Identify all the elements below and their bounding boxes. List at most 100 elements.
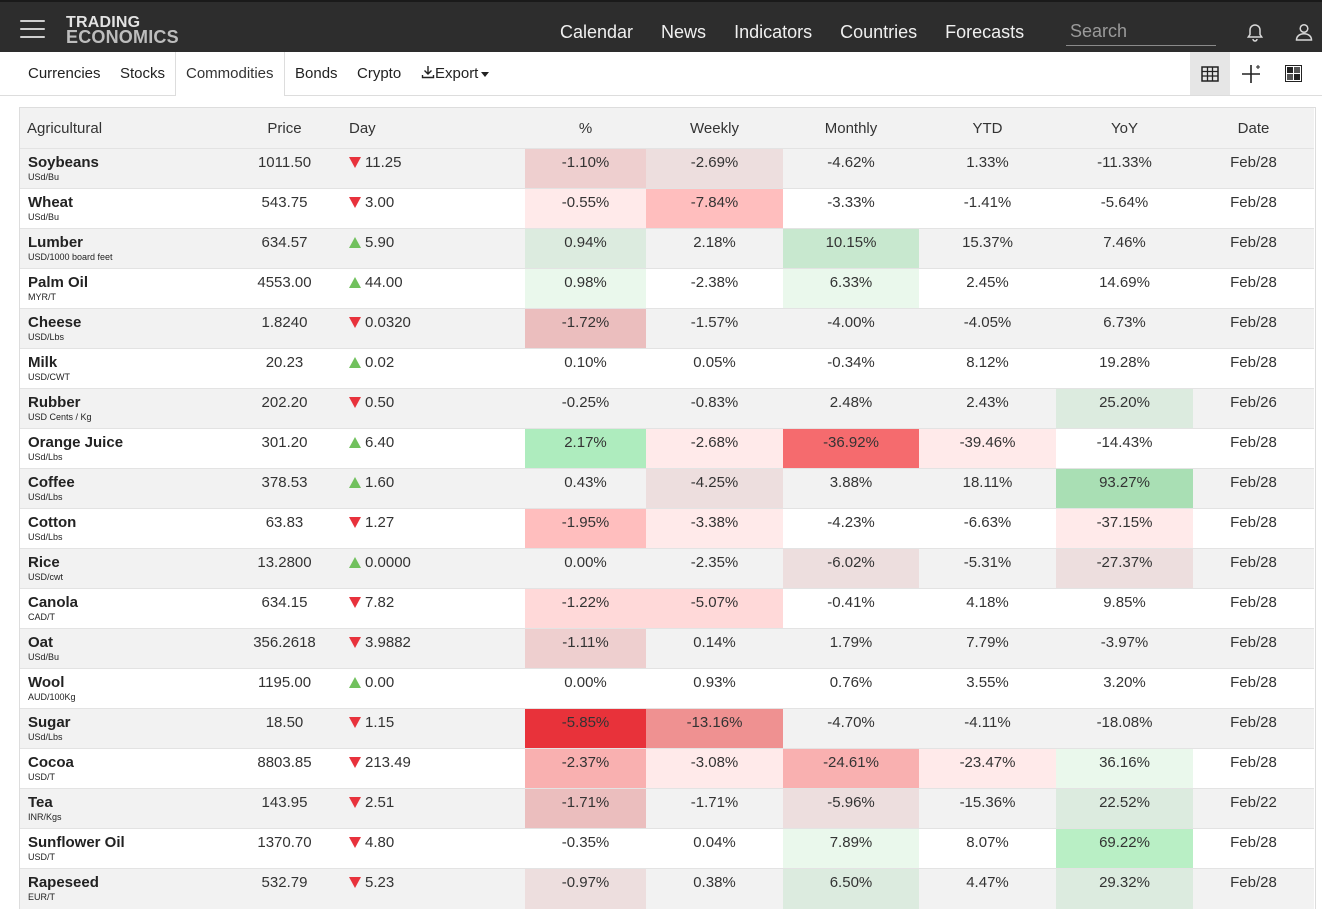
table-row[interactable]: Sunflower Oil USD/T 1370.70 4.80 -0.35% 0.04%… <box>20 828 1314 869</box>
commodity-name[interactable]: Cocoa <box>28 754 74 771</box>
table-row[interactable]: Cocoa USD/T 8803.85 213.49 -2.37% -3.08% -24.6… <box>20 748 1314 789</box>
ytd-cell: 1.33% <box>919 149 1056 189</box>
table-row[interactable]: Rice USD/cwt 13.2800 0.0000 0.00% -2.35% -6.02… <box>20 548 1314 589</box>
commodity-name-cell[interactable]: Soybeans USd/Bu <box>20 149 226 189</box>
header-monthly[interactable]: Monthly <box>783 108 919 149</box>
date-cell: Feb/28 <box>1193 149 1314 189</box>
tab-currencies[interactable]: Currencies <box>28 65 101 82</box>
header-agricultural[interactable]: Agricultural <box>20 108 226 149</box>
nav-link-indicators[interactable]: Indicators <box>734 22 813 42</box>
table-row[interactable]: Canola CAD/T 634.15 7.82 -1.22% -5.07% -0.41% 4… <box>20 588 1314 629</box>
table-row[interactable]: Wheat USd/Bu 543.75 3.00 -0.55% -7.84% -3.33% -… <box>20 188 1314 229</box>
commodity-name[interactable]: Orange Juice <box>28 434 124 451</box>
nav-link-forecasts[interactable]: Forecasts <box>945 22 1025 42</box>
commodity-name[interactable]: Canola <box>28 594 79 611</box>
nav-link-countries[interactable]: Countries <box>840 22 918 42</box>
commodity-name[interactable]: Sugar <box>28 714 71 731</box>
yoy-cell: 7.46% <box>1056 229 1193 269</box>
commodity-name[interactable]: Tea <box>28 794 53 811</box>
tab-bonds[interactable]: Bonds <box>295 65 338 82</box>
tab-crypto[interactable]: Crypto <box>357 65 402 82</box>
arrow-up-icon <box>349 437 361 448</box>
table-row[interactable]: Soybeans USd/Bu 1011.50 11.25 -1.10% -2.69% -4… <box>20 148 1314 189</box>
header-weekly[interactable]: Weekly <box>646 108 783 149</box>
weekly-cell: -2.38% <box>646 269 783 309</box>
tab-commodities[interactable]: Commodities <box>175 52 285 96</box>
commodity-name-cell[interactable]: Orange Juice USd/Lbs <box>20 429 226 469</box>
table-row[interactable]: Oat USd/Bu 356.2618 3.9882 -1.11% 0.14% 1.79% 7… <box>20 628 1314 669</box>
commodity-name[interactable]: Rapeseed <box>28 874 99 891</box>
header-price[interactable]: Price <box>226 108 343 149</box>
table-row[interactable]: Cotton USd/Lbs 63.83 1.27 -1.95% -3.38% -4.23%… <box>20 508 1314 549</box>
price-value: 143.95 <box>261 794 308 811</box>
commodity-name-cell[interactable]: Cotton USd/Lbs <box>20 509 226 549</box>
commodity-name-cell[interactable]: Sugar USd/Lbs <box>20 709 226 749</box>
crosshair-view-icon[interactable] <box>1231 52 1271 95</box>
commodity-name-cell[interactable]: Rice USD/cwt <box>20 549 226 589</box>
commodity-name[interactable]: Lumber <box>28 234 84 251</box>
header-yoy[interactable]: YoY <box>1056 108 1193 149</box>
commodity-name[interactable]: Wheat <box>28 194 73 211</box>
day-change-cell: 2.51 <box>343 789 525 829</box>
table-row[interactable]: Lumber USD/1000 board feet 634.57 5.90 0.94%… <box>20 228 1314 269</box>
table-row[interactable]: Sugar USd/Lbs 18.50 1.15 -5.85% -13.16% -4.70%… <box>20 708 1314 749</box>
table-row[interactable]: Cheese USD/Lbs 1.8240 0.0320 -1.72% -1.57% -4.… <box>20 308 1314 349</box>
arrow-down-icon <box>349 517 361 528</box>
header-percent[interactable]: % <box>525 108 646 149</box>
export-button[interactable]: Export <box>421 52 490 95</box>
commodity-name[interactable]: Sunflower Oil <box>28 834 125 851</box>
day-change-cell: 7.82 <box>343 589 525 629</box>
header-date[interactable]: Date <box>1193 108 1314 149</box>
commodity-name[interactable]: Cotton <box>28 514 77 531</box>
commodity-name[interactable]: Palm Oil <box>28 274 89 291</box>
commodity-name-cell[interactable]: Oat USd/Bu <box>20 629 226 669</box>
logo[interactable]: TRADING ECONOMICS <box>66 15 179 47</box>
arrow-down-icon <box>349 757 361 768</box>
pct-value: 0.00% <box>564 674 607 691</box>
table-row[interactable]: Milk USD/CWT 20.23 0.02 0.10% 0.05% -0.34% 8.12… <box>20 348 1314 389</box>
table-row[interactable]: Coffee USd/Lbs 378.53 1.60 0.43% -4.25% 3.88% 1… <box>20 468 1314 509</box>
monthly-cell: 0.76% <box>783 669 919 709</box>
commodity-name-cell[interactable]: Cocoa USD/T <box>20 749 226 789</box>
search-input[interactable] <box>1066 19 1219 44</box>
table-view-icon[interactable] <box>1190 52 1230 95</box>
commodity-name[interactable]: Cheese <box>28 314 82 331</box>
header-ytd[interactable]: YTD <box>919 108 1056 149</box>
commodity-unit: USd/Bu <box>28 172 60 182</box>
yoy-value: -37.15% <box>1096 514 1153 531</box>
commodity-name-cell[interactable]: Sunflower Oil USD/T <box>20 829 226 869</box>
commodity-name-cell[interactable]: Lumber USD/1000 board feet <box>20 229 226 269</box>
header-day[interactable]: Day <box>343 108 525 149</box>
commodity-name[interactable]: Rice <box>28 554 60 571</box>
commodity-name[interactable]: Wool <box>28 674 65 691</box>
commodity-name-cell[interactable]: Rubber USD Cents / Kg <box>20 389 226 429</box>
nav-link-news[interactable]: News <box>661 22 707 42</box>
commodity-name-cell[interactable]: Tea INR/Kgs <box>20 789 226 829</box>
monthly-value: 0.76% <box>829 674 873 691</box>
commodity-name-cell[interactable]: Rapeseed EUR/T <box>20 869 226 909</box>
commodity-name-cell[interactable]: Canola CAD/T <box>20 589 226 629</box>
table-row[interactable]: Wool AUD/100Kg 1195.00 0.00 0.00% 0.93% 0.76% 3… <box>20 668 1314 709</box>
bell-icon[interactable] <box>1245 23 1265 48</box>
commodity-name[interactable]: Coffee <box>28 474 75 491</box>
table-row[interactable]: Rapeseed EUR/T 532.79 5.23 -0.97% 0.38% 6.50% 4… <box>20 868 1314 909</box>
table-row[interactable]: Rubber USD Cents / Kg 202.20 0.50 -0.25% -0.8… <box>20 388 1314 429</box>
commodity-name-cell[interactable]: Milk USD/CWT <box>20 349 226 389</box>
commodity-name-cell[interactable]: Coffee USd/Lbs <box>20 469 226 509</box>
user-icon[interactable] <box>1294 22 1314 47</box>
commodity-name[interactable]: Oat <box>28 634 54 651</box>
table-row[interactable]: Palm Oil MYR/T 4553.00 44.00 0.98% -2.38% 6.33… <box>20 268 1314 309</box>
commodity-name[interactable]: Soybeans <box>28 154 99 171</box>
commodity-name-cell[interactable]: Palm Oil MYR/T <box>20 269 226 309</box>
commodity-name-cell[interactable]: Wool AUD/100Kg <box>20 669 226 709</box>
heatmap-view-icon[interactable] <box>1273 52 1313 95</box>
tab-stocks[interactable]: Stocks <box>120 65 166 82</box>
commodity-name[interactable]: Rubber <box>28 394 81 411</box>
commodity-name-cell[interactable]: Wheat USd/Bu <box>20 189 226 229</box>
table-row[interactable]: Orange Juice USd/Lbs 301.20 6.40 2.17% -2.68%… <box>20 428 1314 469</box>
hamburger-icon[interactable] <box>20 20 45 38</box>
commodity-name[interactable]: Milk <box>28 354 58 371</box>
table-row[interactable]: Tea INR/Kgs 143.95 2.51 -1.71% -1.71% -5.96% -1… <box>20 788 1314 829</box>
commodity-name-cell[interactable]: Cheese USD/Lbs <box>20 309 226 349</box>
nav-link-calendar[interactable]: Calendar <box>560 22 634 42</box>
